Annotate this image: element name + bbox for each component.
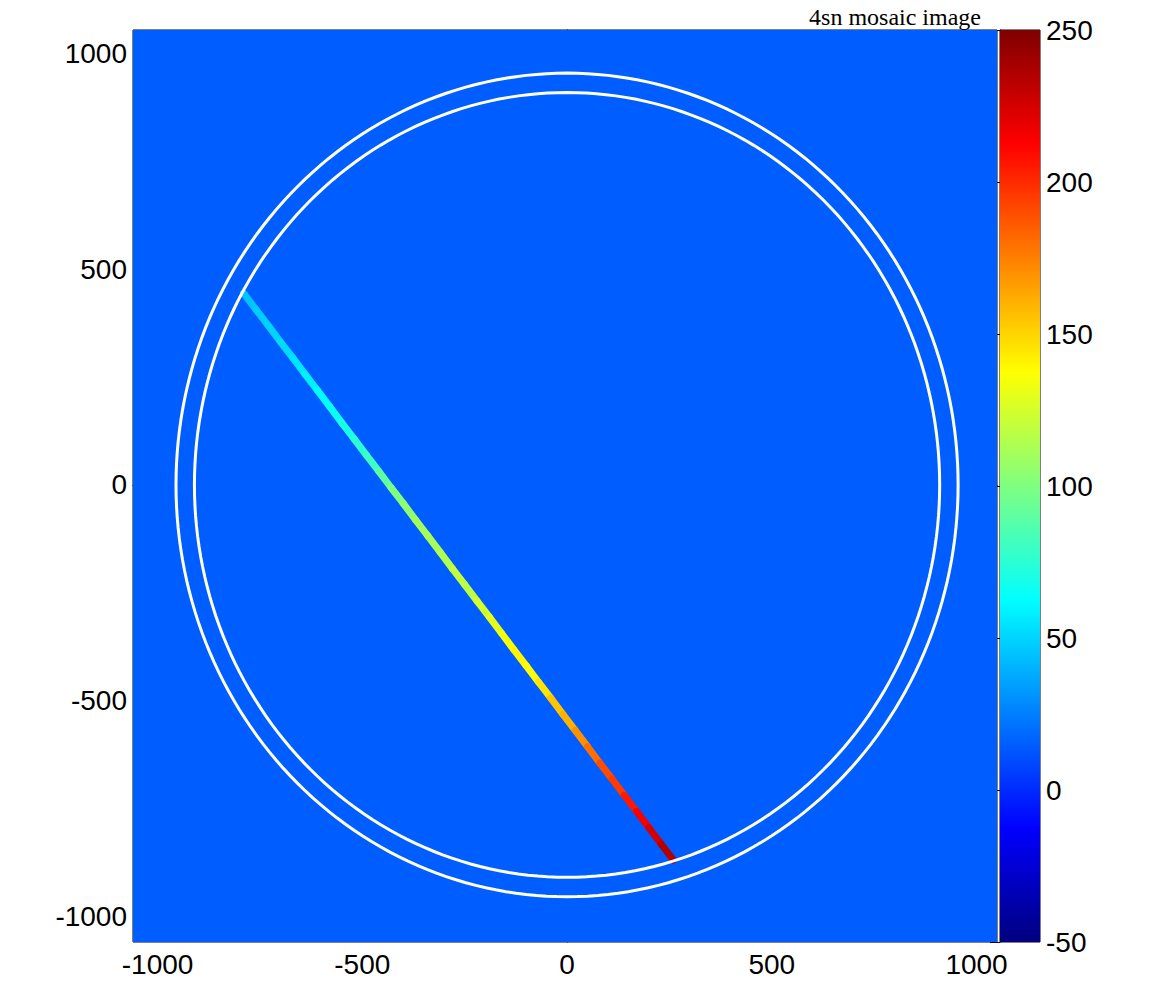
svg-text:150: 150 <box>1046 319 1093 350</box>
svg-text:500: 500 <box>748 949 795 980</box>
svg-text:-1000: -1000 <box>55 901 127 932</box>
svg-text:1000: 1000 <box>65 38 127 69</box>
svg-text:0: 0 <box>559 949 575 980</box>
svg-text:-1000: -1000 <box>122 949 194 980</box>
svg-text:1000: 1000 <box>945 949 1007 980</box>
svg-text:-500: -500 <box>71 685 127 716</box>
svg-text:-500: -500 <box>334 949 390 980</box>
svg-text:250: 250 <box>1046 15 1093 46</box>
svg-text:0: 0 <box>1046 775 1062 806</box>
svg-text:0: 0 <box>111 469 127 500</box>
svg-text:200: 200 <box>1046 167 1093 198</box>
svg-text:500: 500 <box>80 254 127 285</box>
svg-text:50: 50 <box>1046 623 1077 654</box>
svg-text:100: 100 <box>1046 471 1093 502</box>
svg-text:4sn mosaic image: 4sn mosaic image <box>809 4 981 30</box>
svg-text:-50: -50 <box>1046 927 1086 958</box>
